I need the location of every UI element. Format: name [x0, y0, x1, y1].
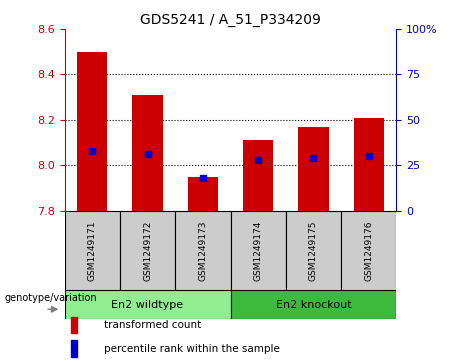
Bar: [354, 118, 384, 211]
Bar: [230, 211, 286, 290]
Text: GSM1249175: GSM1249175: [309, 220, 318, 281]
Text: transformed count: transformed count: [104, 321, 201, 330]
Bar: [341, 211, 396, 290]
Text: En2 wildtype: En2 wildtype: [112, 300, 183, 310]
Bar: [286, 211, 341, 290]
Bar: [175, 211, 230, 290]
Bar: [298, 127, 329, 211]
Bar: [243, 140, 273, 211]
Text: genotype/variation: genotype/variation: [5, 293, 97, 303]
Text: GSM1249171: GSM1249171: [88, 220, 97, 281]
Bar: [71, 340, 77, 357]
Title: GDS5241 / A_51_P334209: GDS5241 / A_51_P334209: [140, 13, 321, 26]
Text: GSM1249174: GSM1249174: [254, 220, 263, 281]
Text: GSM1249172: GSM1249172: [143, 220, 152, 281]
Bar: [77, 52, 107, 211]
Text: percentile rank within the sample: percentile rank within the sample: [104, 344, 280, 354]
Text: GSM1249176: GSM1249176: [364, 220, 373, 281]
Text: GSM1249173: GSM1249173: [198, 220, 207, 281]
Bar: [188, 176, 218, 211]
Bar: [120, 211, 175, 290]
Bar: [65, 290, 230, 319]
Bar: [71, 317, 77, 333]
Text: En2 knockout: En2 knockout: [276, 300, 351, 310]
Bar: [65, 211, 120, 290]
Bar: [230, 290, 396, 319]
Bar: [132, 95, 163, 211]
